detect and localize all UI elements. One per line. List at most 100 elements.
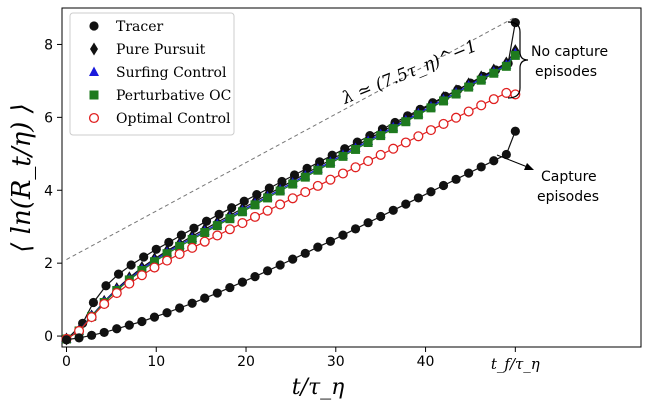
data-point (401, 117, 411, 127)
data-point (425, 125, 436, 136)
data-point (463, 106, 474, 117)
data-point (113, 269, 124, 279)
data-point (287, 193, 298, 204)
reference-line-layer (66, 16, 516, 260)
legend-label: Surfing Control (116, 65, 227, 81)
data-point (300, 187, 311, 198)
data-point (87, 330, 97, 340)
data-point (510, 89, 521, 100)
data-point (275, 260, 285, 270)
data-point (187, 298, 197, 308)
data-point (325, 158, 335, 168)
data-point (164, 237, 174, 247)
data-point (275, 199, 286, 210)
x-tick-label: 30 (327, 354, 345, 370)
data-point (439, 96, 449, 106)
data-point (174, 303, 185, 313)
data-point (288, 179, 298, 189)
data-point (488, 94, 499, 105)
data-point (199, 236, 210, 247)
data-point (363, 218, 373, 228)
x-tick-label: 10 (147, 354, 165, 370)
data-point (61, 335, 72, 345)
data-point (438, 180, 449, 191)
data-point (136, 270, 147, 281)
series-layer (61, 17, 521, 346)
data-point (376, 211, 386, 222)
data-point (262, 205, 273, 216)
data-point (139, 252, 149, 262)
data-point (363, 156, 374, 167)
data-point (337, 168, 349, 179)
series-4 (61, 87, 521, 345)
data-point (288, 254, 298, 264)
data-point (187, 234, 197, 244)
y-axis-label: ⟨ ln(R_t/η) ⟩ (7, 103, 37, 253)
legend-item: Optimal Control (88, 111, 231, 127)
data-point (212, 230, 223, 241)
data-point (126, 260, 136, 270)
data-point (388, 205, 398, 215)
data-point (225, 214, 235, 224)
legend-marker (90, 42, 98, 56)
data-point (88, 297, 99, 308)
data-point (174, 248, 185, 260)
legend-item: Tracer (89, 19, 164, 35)
data-point (189, 223, 199, 233)
data-point (426, 103, 436, 113)
data-point (376, 131, 386, 141)
data-point (214, 209, 224, 219)
data-point (149, 262, 160, 273)
data-point (350, 224, 361, 234)
legend-item: Perturbative OC (89, 88, 231, 104)
data-point (413, 110, 423, 120)
data-point (451, 174, 461, 184)
no-capture-label-line2: episodes (535, 64, 597, 80)
capture-label-line1: Capture (541, 169, 597, 185)
data-point (263, 193, 273, 203)
data-point (413, 193, 423, 203)
y-tick-label: 8 (44, 37, 53, 53)
data-point (99, 327, 109, 338)
data-point (510, 50, 520, 60)
legend-box (69, 12, 235, 136)
data-point (375, 149, 386, 160)
legend-marker (89, 21, 99, 31)
data-point (161, 255, 173, 266)
data-point (78, 318, 88, 328)
data-point (162, 249, 172, 259)
legend-label: Pure Pursuit (116, 42, 206, 58)
data-point (237, 218, 248, 229)
data-point (275, 186, 285, 196)
data-point (501, 61, 511, 71)
data-point (237, 207, 247, 217)
no-capture-label-line1: No capture (531, 44, 608, 60)
data-point (464, 82, 474, 92)
data-point (400, 137, 411, 148)
x-axis-label: t/τ_η (292, 375, 345, 400)
data-point (124, 278, 135, 289)
data-point (464, 168, 474, 178)
data-point (187, 242, 198, 253)
data-point (162, 308, 172, 318)
data-point (237, 277, 248, 287)
capture-arrow (496, 154, 531, 169)
data-point (112, 324, 122, 334)
capture-label-line2: episodes (537, 189, 599, 205)
data-point (438, 118, 449, 129)
data-point (176, 230, 186, 240)
data-point (175, 241, 185, 251)
data-point (86, 312, 97, 323)
data-point (489, 68, 499, 78)
legend-marker (89, 66, 99, 76)
data-point (388, 124, 398, 134)
data-point (426, 187, 436, 197)
data-point (227, 203, 237, 213)
data-point (313, 242, 323, 252)
axes-layer: 0 10 20 30 40 t_f/τ_η 0 2 4 6 8 (44, 37, 540, 373)
data-point (250, 272, 260, 282)
legend-label: Tracer (116, 19, 164, 35)
data-point (225, 282, 235, 293)
data-point (101, 281, 111, 291)
data-point (350, 162, 361, 173)
